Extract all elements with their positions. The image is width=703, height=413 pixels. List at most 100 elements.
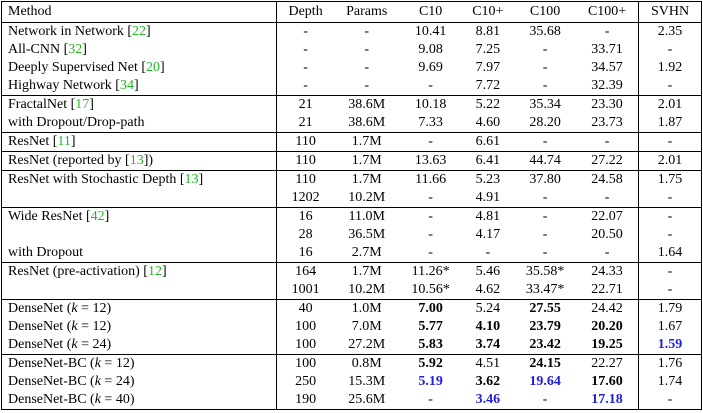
value-cell: 7.33 <box>418 115 443 130</box>
method-cell: ResNet (pre-activation) [12] <box>0 262 278 281</box>
value-cell: 32.39 <box>591 78 623 93</box>
value-cell: 19.25 <box>591 337 623 352</box>
value-cell: 11.26* <box>399 262 462 281</box>
table-row: 28 36.5M -4.17-20.50- <box>0 226 702 244</box>
table-row: DenseNet (k = 12) 100 7.0M 5.77 4.10 23.79 20.… <box>0 318 702 336</box>
method-text: DenseNet-BC ( <box>8 392 95 407</box>
value-cell: - <box>428 78 433 93</box>
value-cell: - <box>303 60 308 75</box>
method-cell: with Dropout/Drop-path <box>0 114 278 133</box>
value-cell: 19.64 <box>529 374 561 389</box>
value-cell: 40 <box>276 299 334 318</box>
citation: 42 <box>90 209 105 224</box>
method-text: k <box>71 319 78 334</box>
value-cell: 1.67 <box>638 318 702 336</box>
method-cell <box>0 226 278 244</box>
value-cell: 13.63 <box>399 151 462 171</box>
value-cell: 110 <box>276 170 334 189</box>
value-cell: - <box>276 22 334 41</box>
value-cell: 7.72 <box>475 78 501 93</box>
method-cell: Deeply Supervised Net [20] <box>0 59 278 77</box>
value-cell: 44.74 <box>514 151 577 171</box>
value-cell: 5.23 <box>461 170 515 189</box>
value-cell: 4.81 <box>461 207 515 226</box>
value-cell: 10.41 <box>399 22 462 41</box>
value-cell: - <box>542 190 548 205</box>
value-cell: - <box>485 245 491 260</box>
method-text: ]) <box>143 153 154 168</box>
value-cell: 24.58 <box>576 170 639 189</box>
value-cell: 24.15 <box>514 354 577 373</box>
table-row: DenseNet (k = 24) 100 27.2M 5.83 3.74 23.42 19… <box>0 336 702 355</box>
method-cell: Network in Network [22] <box>0 22 278 41</box>
value-cell: 8.81 <box>461 22 515 41</box>
value-cell: 10.2M <box>348 282 386 297</box>
method-text: k <box>71 337 78 352</box>
method-cell: DenseNet (k = 24) <box>0 336 278 355</box>
value-cell: 23.79 <box>529 319 561 334</box>
value-cell: 110 <box>276 132 334 152</box>
method-text: All-CNN [ <box>8 42 69 57</box>
value-cell: 22.27 <box>576 354 639 373</box>
citation: 22 <box>132 24 147 39</box>
value-cell: 1001 <box>291 282 320 297</box>
citation: 13 <box>184 172 199 187</box>
method-text: with Dropout <box>8 245 84 260</box>
column-header: C100 <box>514 1 577 23</box>
value-cell: 164 <box>276 262 334 281</box>
table-row: DenseNet-BC (k = 24) 250 15.3M 5.19 3.62 19.6… <box>0 373 702 391</box>
value-cell: 2.35 <box>638 22 702 41</box>
table-row: FractalNet [17] 21 38.6M 10.18 5.22 35.34 23.3… <box>0 95 702 114</box>
value-cell: - <box>638 262 702 281</box>
value-cell: 35.34 <box>514 95 577 114</box>
value-cell: 11.66 <box>399 170 462 189</box>
method-text: ] <box>161 264 167 279</box>
table-row: DenseNet (k = 12) 40 1.0M 7.00 5.24 27.55 24.4… <box>0 299 702 318</box>
method-text: k <box>94 356 101 371</box>
column-header: Method <box>0 1 278 23</box>
value-cell: 9.69 <box>418 60 443 75</box>
value-cell: 28 <box>298 227 313 242</box>
value-cell: 1.74 <box>638 373 702 391</box>
value-cell: 23.73 <box>591 115 623 130</box>
method-text: ResNet (reported by [ <box>8 153 130 168</box>
value-cell: 5.22 <box>461 95 515 114</box>
value-cell: 0.8M <box>333 354 400 373</box>
value-cell: - <box>303 78 308 93</box>
value-cell: - <box>364 42 370 57</box>
table-row: with Dropout/Drop-path 21 38.6M 7.33 4.60 28.… <box>0 114 702 133</box>
value-cell: - <box>542 78 548 93</box>
method-cell: DenseNet-BC (k = 12) <box>0 354 278 373</box>
method-text: = 24) <box>100 374 135 389</box>
method-text: FractalNet [ <box>8 97 76 112</box>
value-cell: 1.7M <box>333 132 400 152</box>
method-text: ] <box>82 42 87 57</box>
method-text: ResNet [ <box>8 134 58 149</box>
value-cell: 20.50 <box>591 227 623 242</box>
table-body: Network in Network [22] - -10.41 8.81 35.68-… <box>0 22 702 410</box>
value-cell: 3.46 <box>461 391 515 410</box>
value-cell: 36.5M <box>348 227 386 242</box>
value-cell: 33.71 <box>591 42 623 57</box>
value-cell: 10.2M <box>348 190 386 205</box>
citation: 20 <box>146 60 161 75</box>
column-header: Depth <box>276 1 334 23</box>
value-cell: 100 <box>276 354 334 373</box>
method-text: k <box>94 374 101 389</box>
value-cell: 100 <box>295 319 317 334</box>
column-header: C10+ <box>461 1 515 23</box>
value-cell: 5.24 <box>461 299 515 318</box>
value-cell: 27.55 <box>514 299 577 318</box>
table-row: Deeply Supervised Net [20] - - 9.69 7.97 - 34.… <box>0 59 702 77</box>
method-text: ResNet (pre-activation) [ <box>8 264 148 279</box>
value-cell: 3.62 <box>475 374 501 389</box>
value-cell: 17.60 <box>591 374 623 389</box>
method-cell: Highway Network [34] <box>0 77 278 96</box>
table-row: DenseNet-BC (k = 12) 100 0.8M 5.92 4.51 24.15… <box>0 354 702 373</box>
value-cell: 1.79 <box>638 299 702 318</box>
value-cell: 1.76 <box>638 354 702 373</box>
value-cell: 35.68 <box>514 22 577 41</box>
value-cell: 6.41 <box>461 151 515 171</box>
value-cell: 1.7M <box>333 262 400 281</box>
